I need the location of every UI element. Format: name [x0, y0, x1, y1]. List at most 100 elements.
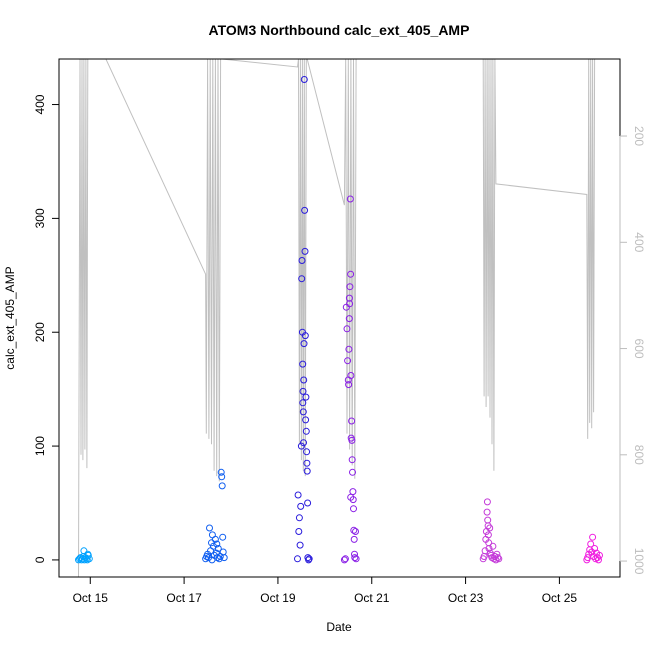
data-point	[301, 332, 309, 340]
data-point	[587, 540, 595, 548]
series-4	[340, 195, 360, 564]
data-point	[294, 555, 301, 563]
data-point	[483, 508, 491, 516]
secondary-y-axis: 200 400 600 800 1000	[619, 126, 646, 575]
y-axis-label: calc_ext_405_AMP	[3, 266, 17, 369]
series-3	[294, 76, 313, 564]
data-point	[220, 554, 228, 562]
data-point	[298, 257, 306, 264]
data-point	[302, 416, 310, 424]
data-point	[205, 554, 212, 562]
data-point	[351, 550, 358, 558]
data-point	[297, 502, 305, 510]
data-point	[208, 556, 216, 564]
data-point	[219, 548, 227, 556]
data-point	[300, 340, 308, 348]
data-point	[595, 556, 602, 564]
data-point	[350, 505, 357, 513]
data-point	[302, 393, 310, 401]
data-point	[211, 535, 219, 543]
data-point	[345, 381, 353, 389]
data-point	[297, 442, 305, 450]
data-point	[82, 555, 90, 563]
data-point	[219, 533, 227, 541]
data-point	[206, 524, 213, 532]
x-tick-label: Oct 15	[73, 591, 109, 605]
series-2	[202, 468, 228, 564]
data-point	[218, 482, 226, 490]
x-axis: Oct 15 Oct 17 Oct 19 Oct 21 Oct 23 Oct 25	[73, 576, 578, 605]
data-point	[218, 473, 226, 481]
data-point	[589, 533, 597, 541]
y-axis: 0 100 200 300 400	[33, 94, 60, 563]
data-point	[485, 545, 493, 552]
data-point	[340, 556, 348, 564]
data-point	[341, 555, 349, 563]
data-point	[348, 436, 356, 444]
data-point	[591, 545, 599, 552]
data-point	[299, 408, 307, 416]
data-point	[345, 294, 353, 302]
data-point	[352, 528, 359, 535]
data-point	[484, 531, 492, 539]
data-point	[303, 459, 311, 467]
data-point	[489, 542, 497, 550]
x-tick-label: Oct 23	[448, 591, 484, 605]
data-point	[345, 345, 353, 353]
data-point	[300, 439, 307, 447]
data-point	[303, 467, 311, 475]
data-point	[347, 270, 355, 278]
data-point	[345, 315, 353, 323]
data-point	[483, 498, 491, 506]
data-point	[344, 357, 352, 365]
x-tick-label: Oct 21	[354, 591, 390, 605]
data-point	[214, 545, 222, 552]
y2-tick-label: 400	[632, 232, 646, 252]
data-point	[301, 206, 309, 214]
data-point	[300, 376, 308, 384]
data-point	[303, 448, 311, 456]
plot-area	[75, 59, 603, 577]
data-point	[347, 372, 355, 379]
data-point	[346, 283, 354, 291]
y-tick-label: 200	[33, 322, 47, 342]
x-tick-label: Oct 25	[542, 591, 578, 605]
plot-frame	[58, 58, 621, 578]
y2-tick-label: 800	[632, 445, 646, 465]
y-tick-label: 0	[33, 556, 47, 563]
x-axis-label: Date	[326, 620, 352, 634]
y2-tick-label: 200	[632, 126, 646, 146]
data-point	[302, 427, 310, 435]
y-tick-label: 300	[33, 208, 47, 228]
depth-line	[78, 59, 596, 577]
data-point	[299, 399, 307, 407]
data-point	[305, 555, 313, 563]
data-point	[348, 417, 356, 425]
data-point	[298, 275, 306, 283]
series-1	[75, 547, 93, 564]
data-point	[352, 555, 360, 563]
data-point	[295, 514, 303, 522]
data-point	[346, 195, 354, 203]
data-point	[296, 541, 304, 549]
x-tick-label: Oct 19	[260, 591, 296, 605]
x-tick-label: Oct 17	[166, 591, 202, 605]
data-point	[484, 522, 492, 530]
data-point	[85, 555, 93, 563]
data-point	[486, 524, 494, 532]
data-point	[294, 491, 302, 499]
data-point	[299, 387, 307, 395]
data-point	[350, 535, 358, 543]
data-point	[349, 468, 356, 476]
data-point	[343, 325, 351, 333]
data-point	[493, 550, 501, 558]
data-point	[301, 247, 309, 255]
y2-tick-label: 1000	[632, 548, 646, 575]
data-point	[494, 554, 502, 562]
data-point	[295, 528, 303, 535]
data-point	[80, 547, 88, 555]
data-point	[596, 551, 603, 559]
data-point	[300, 76, 308, 83]
y2-tick-label: 600	[632, 339, 646, 359]
